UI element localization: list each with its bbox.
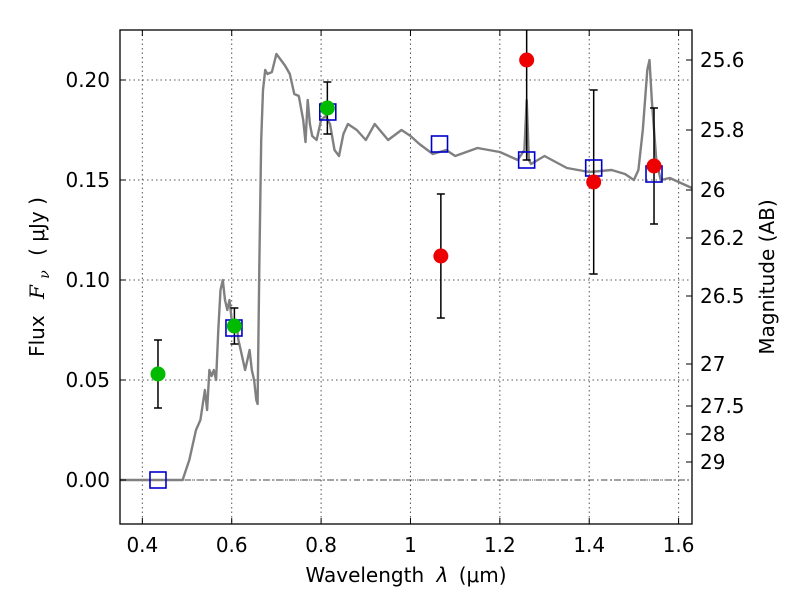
mag-tick-label: 27 (700, 352, 725, 376)
x-tick-label: 0.4 (126, 533, 158, 557)
y-tick-labels: 0.00 0.05 0.10 0.15 0.20 (65, 68, 110, 492)
green-data-point (150, 366, 166, 382)
model-photometry-square (517, 151, 536, 169)
y-tick-label: 0.15 (65, 168, 110, 192)
x-tick-label: 1.2 (484, 533, 516, 557)
green-data-point (226, 318, 242, 334)
axis-ticks (120, 30, 692, 524)
mag-tick-label: 28 (700, 422, 725, 446)
x-axis-label: Wavelength λ (μm) (305, 563, 506, 587)
y-tick-label: 0.05 (65, 368, 110, 392)
mag-tick-label: 26 (700, 178, 725, 202)
x-tick-label: 1.4 (573, 533, 605, 557)
x-tick-label: 1.6 (663, 533, 695, 557)
mag-tick-label: 25.6 (700, 48, 745, 72)
model-photometry-squares (149, 103, 663, 489)
red-data-point (646, 158, 662, 174)
red-data-point (519, 52, 535, 68)
y-tick-label: 0.00 (65, 468, 110, 492)
green-data-point (319, 100, 335, 116)
x-tick-label: 1 (404, 533, 417, 557)
mag-tick-label: 25.8 (700, 118, 745, 142)
model-sed-line (120, 52, 693, 482)
right-axis-label: Magnitude (AB) (755, 199, 779, 354)
y-tick-label: 0.10 (65, 268, 110, 292)
model-photometry-square (430, 135, 449, 153)
x-tick-label: 0.6 (216, 533, 248, 557)
mag-tick-label: 26.2 (700, 226, 745, 250)
y-tick-label: 0.20 (65, 68, 110, 92)
error-bars (153, 30, 659, 409)
y-axis-label: Flux F ν ( μJy ) (25, 197, 54, 357)
red-data-point (433, 248, 449, 264)
grid-lines (120, 30, 692, 524)
x-tick-label: 0.8 (305, 533, 337, 557)
model-photometry-square (149, 471, 167, 489)
mag-tick-label: 29 (700, 450, 725, 474)
red-data-point (586, 174, 602, 190)
observed-photometry-points (150, 52, 662, 382)
plot-frame (119, 29, 693, 525)
mag-tick-label: 27.5 (700, 394, 745, 418)
mag-tick-label: 26.5 (700, 284, 745, 308)
magnitude-tick-labels: 25.6 25.8 26 26.2 26.5 27 27.5 28 29 (700, 48, 745, 474)
x-tick-labels: 0.4 0.6 0.8 1 1.2 1.4 1.6 (126, 533, 694, 557)
